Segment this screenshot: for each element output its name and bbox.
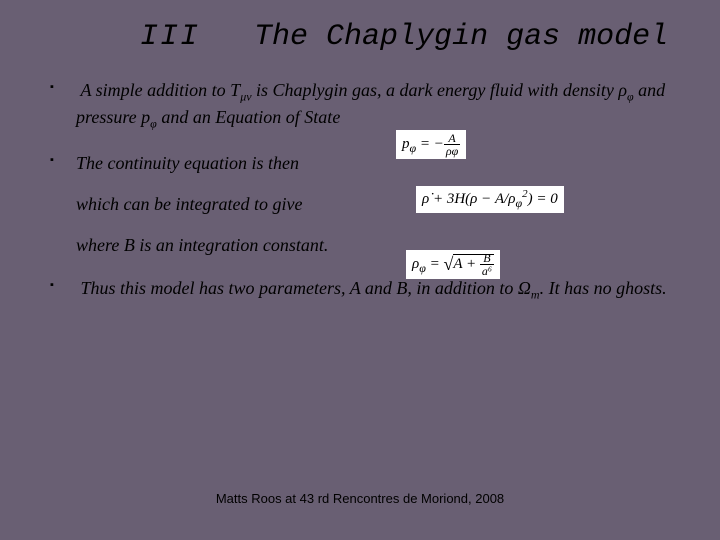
equation-2: ρ̇ + 3H(ρ − A/ρφ2) = 0 xyxy=(416,186,564,213)
bullet-2: The continuity equation is then which ca… xyxy=(50,151,680,259)
slide-title: III The Chaplygin gas model xyxy=(140,20,680,54)
slide: III The Chaplygin gas model A simple add… xyxy=(0,0,720,342)
b2-sub2-pre: where xyxy=(76,235,124,255)
b3-b: B xyxy=(396,278,407,298)
title-numeral: III xyxy=(140,20,200,54)
eq3-lhs-sub: φ xyxy=(419,261,426,275)
eq1-rhs-pre: = − xyxy=(416,136,444,152)
b2-sub1: which can be integrated to give xyxy=(76,192,680,217)
b3-mid2: , in addition to Ω xyxy=(407,278,531,298)
bullet-1: A simple addition to Tμν is Chaplygin ga… xyxy=(50,78,680,133)
b1-post: and an Equation of State xyxy=(157,107,341,127)
b1-pre: A simple addition to T xyxy=(81,80,241,100)
eq2-post: ) = 0 xyxy=(528,191,558,207)
eq1-den: ρφ xyxy=(444,145,460,157)
b3-sub1: m xyxy=(531,288,540,302)
eq3-sqrt: A + Ba⁶ xyxy=(453,254,494,272)
b2-sub2-post: is an integration constant. xyxy=(135,235,329,255)
bullet-3: Thus this model has two parameters, A an… xyxy=(50,276,680,303)
equation-3: ρφ = √A + Ba⁶ xyxy=(406,250,500,279)
equation-1: pφ = −Aρφ xyxy=(396,130,466,159)
b3-a: A xyxy=(350,278,361,298)
eq1-frac: Aρφ xyxy=(444,132,460,157)
b2-text: The continuity equation is then xyxy=(76,153,299,173)
eq3-frac: Ba⁶ xyxy=(480,252,494,277)
eq1-lhs: p xyxy=(402,136,410,152)
eq3-a: A + xyxy=(453,256,480,272)
eq3-radic: √ xyxy=(443,254,453,274)
eq3-eq: = xyxy=(426,256,444,272)
b3-pre: Thus this model has two parameters, xyxy=(81,278,350,298)
title-text: The Chaplygin gas model xyxy=(254,20,668,54)
eq2-pre: ρ̇ + 3H(ρ − A/ρ xyxy=(422,191,516,207)
b1-sub1: μν xyxy=(240,90,251,104)
b2-sub2: where B is an integration constant. xyxy=(76,233,680,258)
eq3-den: a⁶ xyxy=(480,265,494,277)
bullet-list: A simple addition to Tμν is Chaplygin ga… xyxy=(40,78,680,304)
b1-sub2: φ xyxy=(627,90,634,104)
b1-mid1: is Chaplygin gas, a dark energy fluid wi… xyxy=(252,80,627,100)
b2-sub2-b: B xyxy=(124,235,135,255)
b3-post: . It has no ghosts. xyxy=(540,278,667,298)
footer-text: Matts Roos at 43 rd Rencontres de Morion… xyxy=(0,491,720,506)
b1-sub3: φ xyxy=(150,117,157,131)
b3-mid1: and xyxy=(360,278,396,298)
